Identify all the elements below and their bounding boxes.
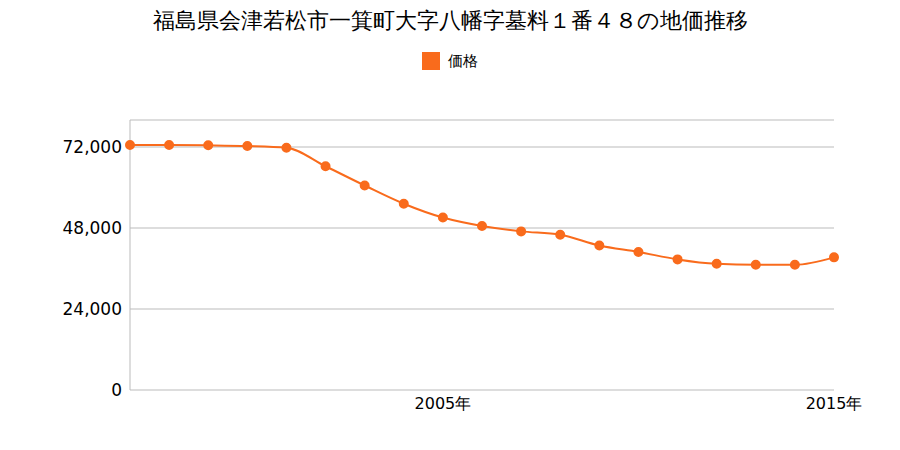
svg-text:72,000: 72,000 [63,137,122,157]
svg-text:24,000: 24,000 [63,299,122,319]
svg-text:0: 0 [111,380,122,400]
svg-text:2005年: 2005年 [415,394,472,413]
svg-text:2015年: 2015年 [806,394,863,413]
html-text:価格: 価格 [448,51,478,70]
svg-text:48,000: 48,000 [63,218,122,238]
html-text:福島県会津若松市一箕町大字八幡字墓料１番４８の地価推移: 福島県会津若松市一箕町大字八幡字墓料１番４８の地価推移 [152,8,748,33]
